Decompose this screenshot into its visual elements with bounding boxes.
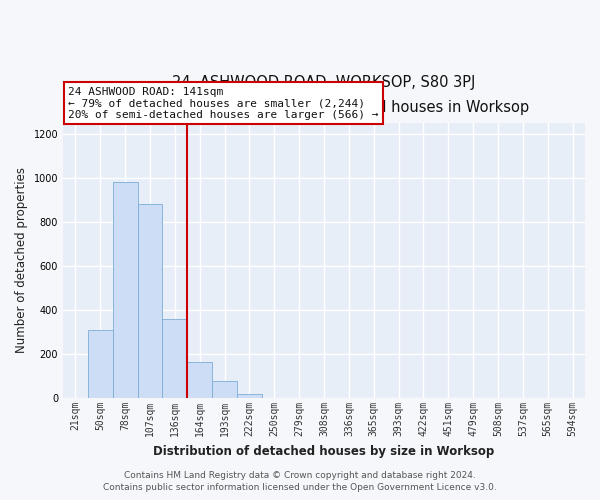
- Bar: [187, 362, 212, 398]
- Title: 24, ASHWOOD ROAD, WORKSOP, S80 3PJ
Size of property relative to detached houses : 24, ASHWOOD ROAD, WORKSOP, S80 3PJ Size …: [118, 75, 530, 114]
- Bar: [88, 330, 113, 398]
- Bar: [163, 319, 187, 398]
- Bar: [212, 380, 237, 398]
- Bar: [237, 394, 262, 398]
- Text: 24 ASHWOOD ROAD: 141sqm
← 79% of detached houses are smaller (2,244)
20% of semi: 24 ASHWOOD ROAD: 141sqm ← 79% of detache…: [68, 87, 379, 120]
- Text: Contains HM Land Registry data © Crown copyright and database right 2024.
Contai: Contains HM Land Registry data © Crown c…: [103, 471, 497, 492]
- Bar: [137, 204, 163, 398]
- Bar: [113, 182, 137, 398]
- Y-axis label: Number of detached properties: Number of detached properties: [15, 168, 28, 354]
- X-axis label: Distribution of detached houses by size in Worksop: Distribution of detached houses by size …: [154, 444, 494, 458]
